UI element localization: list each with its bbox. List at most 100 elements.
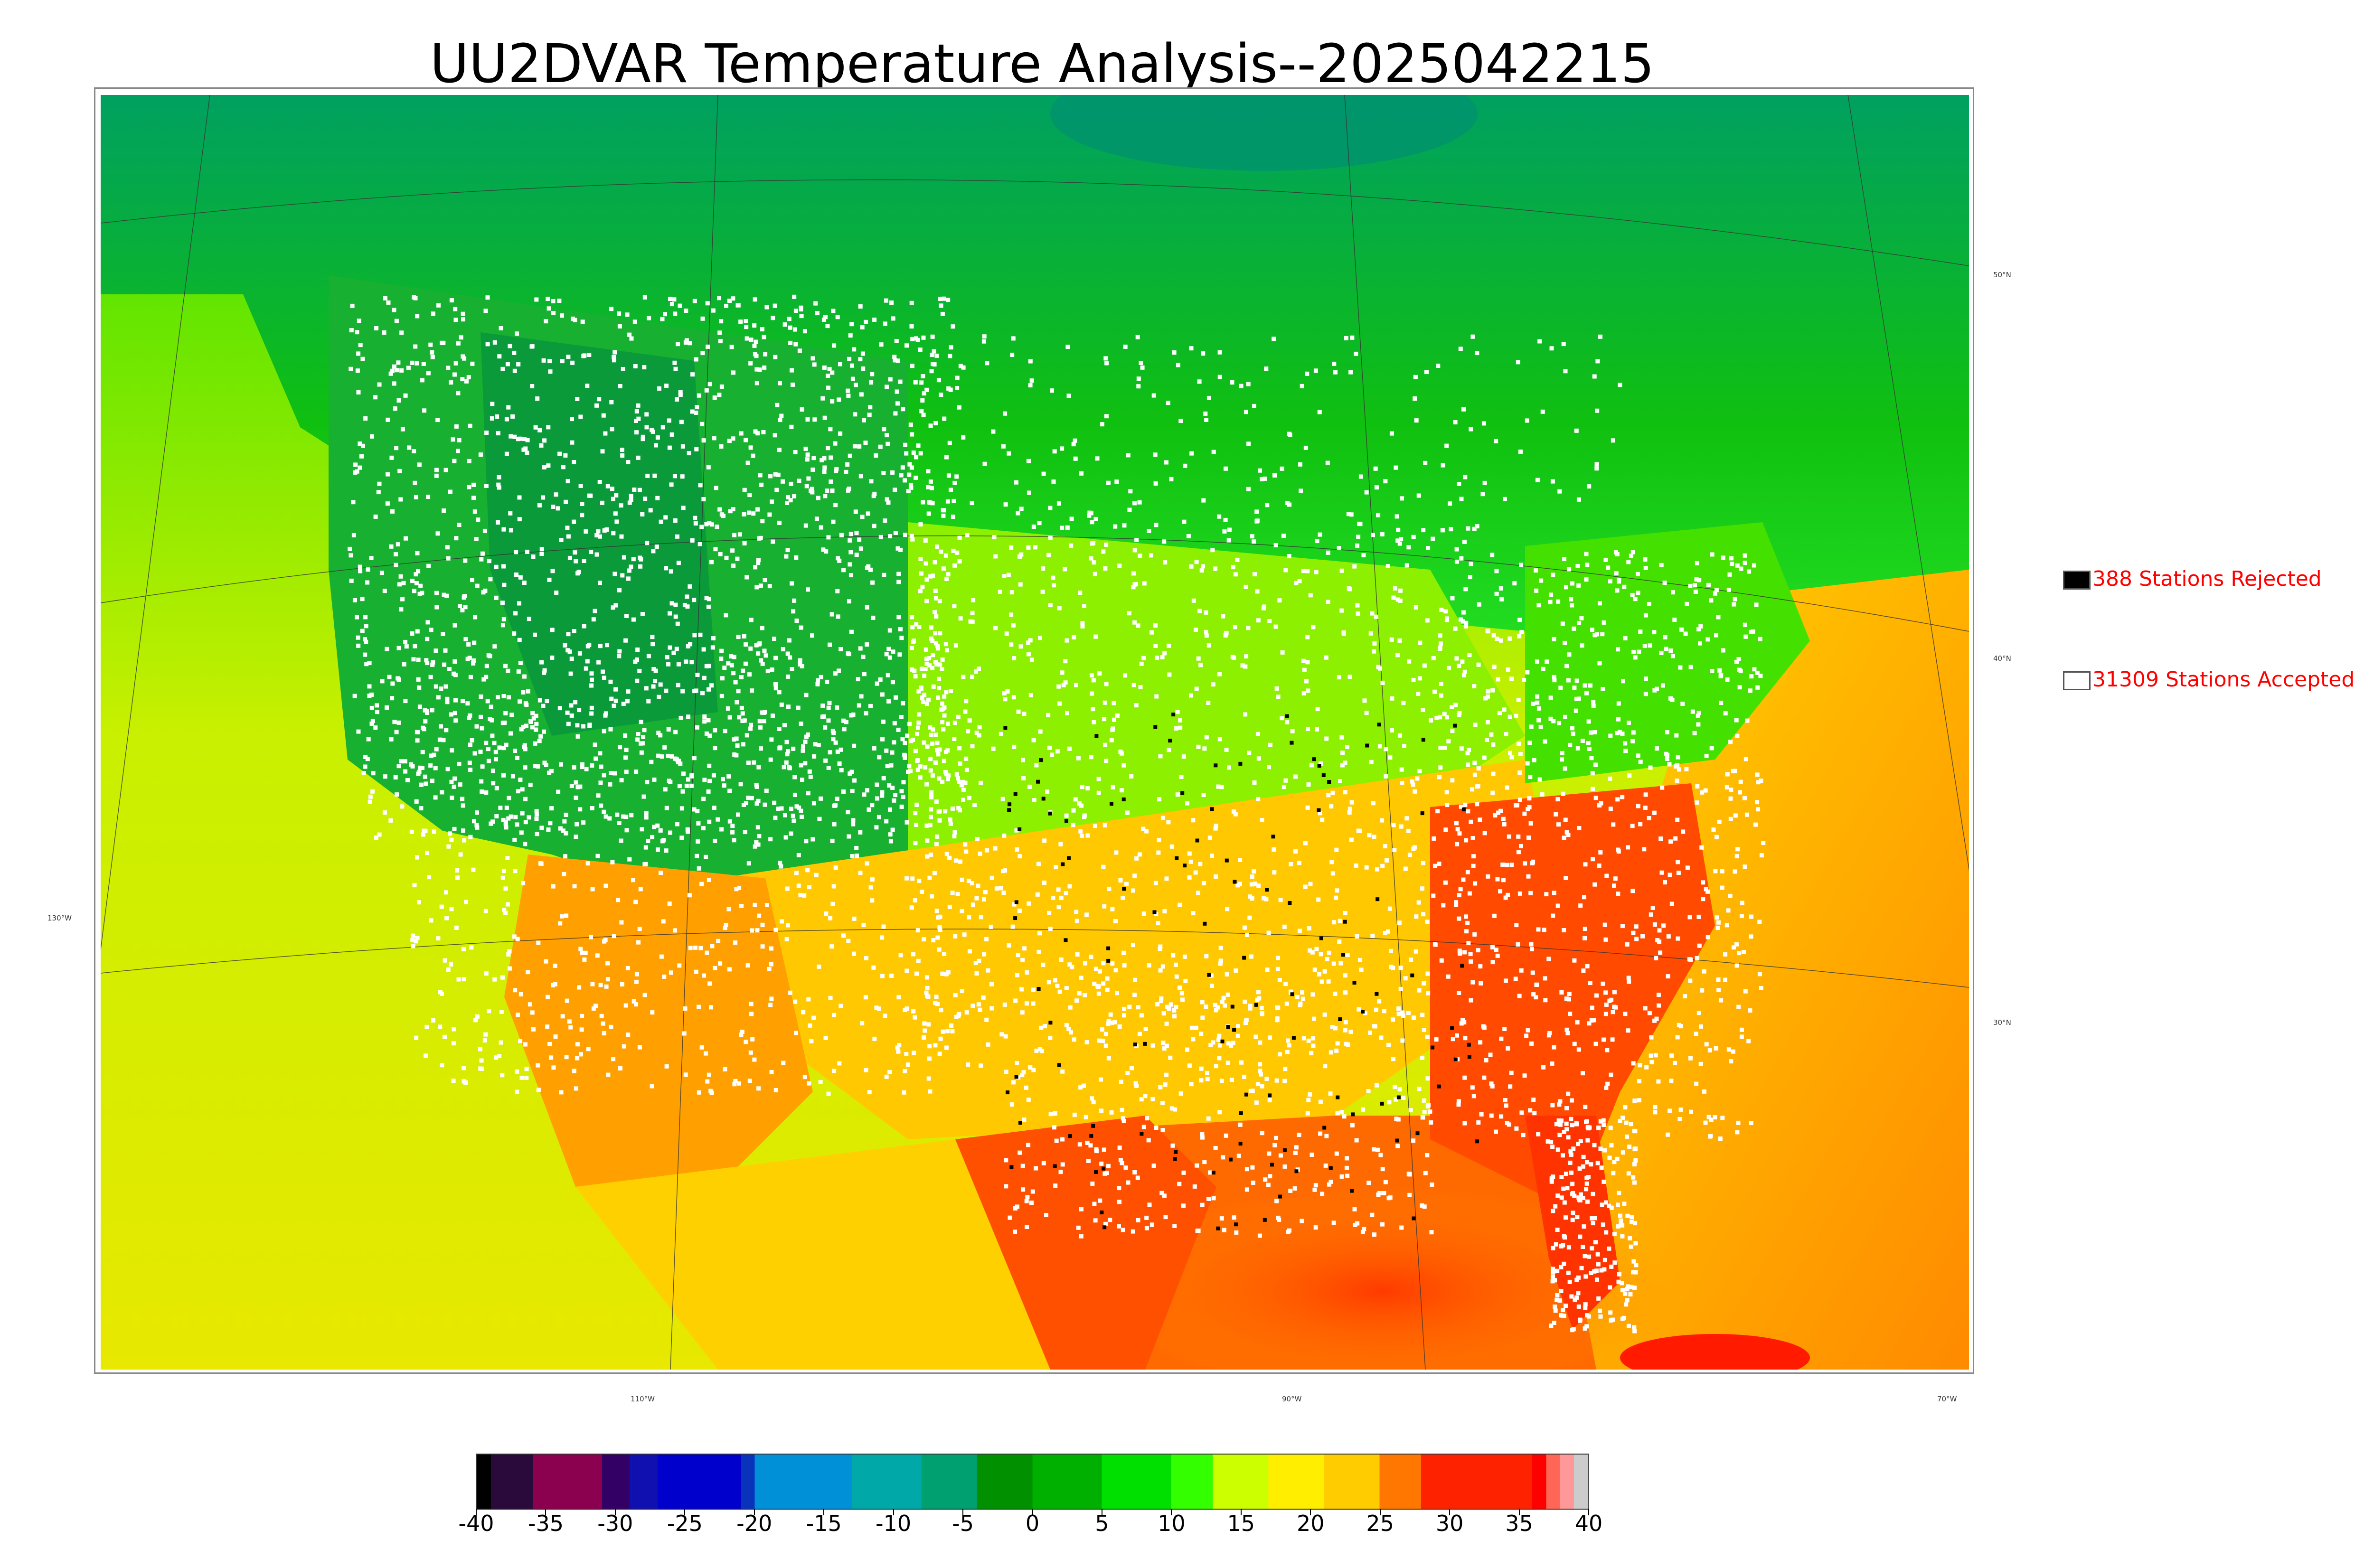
- station-marker: [685, 594, 689, 599]
- station-marker: [1696, 711, 1701, 715]
- station-marker: [1372, 1147, 1376, 1152]
- station-marker: [1536, 706, 1541, 711]
- station-marker: [1458, 887, 1463, 892]
- station-marker: [854, 553, 859, 557]
- station-marker: [1614, 571, 1619, 576]
- station-marker: [1677, 767, 1681, 772]
- station-marker-rejected: [1271, 835, 1275, 839]
- station-marker: [885, 385, 889, 389]
- station-marker: [1048, 535, 1053, 540]
- station-marker: [486, 747, 490, 751]
- station-marker: [1088, 1143, 1093, 1148]
- station-marker: [1211, 682, 1215, 687]
- station-marker: [1592, 882, 1597, 887]
- station-marker: [485, 699, 490, 704]
- station-marker: [1202, 746, 1207, 751]
- station-marker: [1104, 361, 1109, 366]
- station-marker: [1447, 666, 1451, 670]
- station-marker: [1543, 976, 1547, 981]
- station-marker: [961, 779, 965, 784]
- station-marker: [1101, 549, 1106, 554]
- station-marker: [1136, 384, 1141, 389]
- station-marker: [1733, 813, 1738, 818]
- station-marker: [1338, 919, 1342, 923]
- station-marker: [1266, 1183, 1271, 1187]
- station-marker: [1602, 1037, 1606, 1042]
- station-marker: [1012, 744, 1017, 749]
- station-marker: [1157, 838, 1161, 843]
- station-marker: [1555, 903, 1560, 908]
- station-marker: [601, 669, 605, 674]
- station-marker: [1574, 1121, 1579, 1126]
- station-marker: [561, 828, 565, 833]
- station-marker: [1495, 953, 1500, 958]
- station-marker: [706, 789, 711, 794]
- station-marker: [486, 759, 491, 763]
- station-marker: [1553, 1278, 1557, 1283]
- station-marker: [654, 545, 659, 549]
- station-marker: [573, 550, 577, 555]
- station-marker: [1264, 1077, 1269, 1081]
- station-marker-rejected: [1168, 739, 1172, 743]
- station-marker: [444, 728, 449, 732]
- station-marker: [1420, 1115, 1425, 1120]
- station-marker: [1509, 676, 1514, 681]
- station-marker: [396, 720, 401, 725]
- station-marker: [1162, 1193, 1167, 1198]
- station-marker: [739, 431, 744, 436]
- station-marker: [947, 441, 952, 445]
- station-marker: [524, 1076, 529, 1080]
- station-marker: [1235, 557, 1240, 562]
- station-marker: [883, 321, 887, 326]
- station-marker: [837, 668, 841, 673]
- station-marker: [623, 733, 628, 738]
- station-marker: [534, 714, 538, 718]
- station-marker: [926, 469, 931, 474]
- station-marker: [1071, 823, 1075, 827]
- station-marker: [809, 1039, 814, 1043]
- station-marker: [530, 711, 535, 715]
- station-marker: [1599, 801, 1603, 806]
- station-marker: [1305, 805, 1310, 810]
- station-marker: [1594, 993, 1599, 998]
- station-marker: [826, 446, 830, 451]
- station-marker: [758, 725, 763, 730]
- station-marker: [847, 834, 851, 839]
- station-marker: [958, 859, 962, 864]
- station-marker: [1534, 995, 1538, 1000]
- station-marker: [1125, 810, 1130, 815]
- station-marker: [1038, 729, 1043, 734]
- station-marker-rejected: [1350, 1189, 1354, 1193]
- station-marker: [1598, 1119, 1603, 1124]
- station-marker: [1632, 1286, 1637, 1290]
- station-marker: [1028, 383, 1033, 388]
- station-marker: [1574, 1277, 1579, 1282]
- station-marker: [1454, 902, 1459, 907]
- station-marker: [760, 327, 764, 332]
- station-marker: [1244, 654, 1249, 659]
- station-marker: [1131, 571, 1136, 576]
- station-marker: [1141, 826, 1146, 831]
- station-marker: [1560, 621, 1565, 626]
- station-marker: [924, 661, 929, 666]
- station-marker: [1482, 1075, 1487, 1080]
- station-marker: [918, 764, 923, 769]
- station-marker: [1012, 902, 1017, 907]
- station-marker: [1551, 1209, 1555, 1213]
- station-marker: [479, 694, 483, 699]
- station-marker: [697, 393, 701, 398]
- station-marker: [744, 319, 748, 323]
- station-marker: [826, 385, 831, 390]
- station-marker: [445, 767, 450, 771]
- station-marker: [1024, 1085, 1028, 1090]
- station-marker: [1564, 1106, 1569, 1110]
- station-marker: [602, 809, 606, 814]
- station-marker: [1616, 847, 1620, 852]
- station-marker: [674, 647, 679, 651]
- station-marker: [618, 1066, 622, 1070]
- station-marker: [878, 677, 883, 682]
- station-marker: [769, 996, 774, 1001]
- station-marker: [750, 928, 754, 933]
- station-marker: [444, 916, 449, 920]
- station-marker-rejected: [1110, 802, 1113, 806]
